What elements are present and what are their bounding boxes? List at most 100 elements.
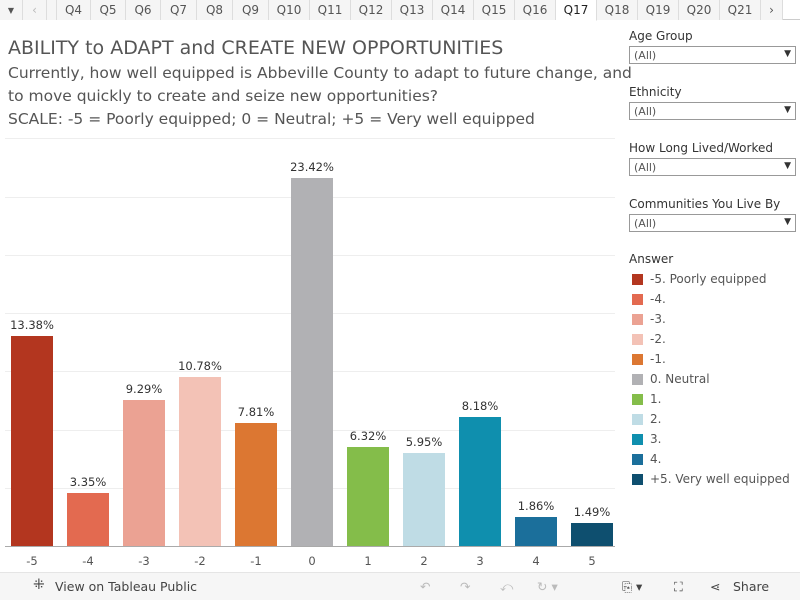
tab-q14[interactable]: Q14 bbox=[433, 0, 474, 20]
x-tick-label: 3 bbox=[476, 554, 484, 568]
share-icon[interactable]: ⋖ bbox=[710, 579, 721, 594]
tab-q13[interactable]: Q13 bbox=[392, 0, 433, 20]
filter-label: Ethnicity bbox=[629, 85, 682, 99]
bar--1[interactable] bbox=[235, 423, 277, 546]
redo-icon[interactable]: ↷ bbox=[460, 579, 471, 594]
tab-q21[interactable]: Q21 bbox=[720, 0, 761, 20]
data-label: 3.35% bbox=[69, 475, 107, 490]
refresh-icon[interactable]: ↻ ▾ bbox=[537, 579, 558, 594]
data-label: 8.18% bbox=[461, 399, 499, 414]
filter-dropdown[interactable]: (All) ▼ bbox=[629, 158, 796, 176]
legend-swatch bbox=[632, 333, 643, 345]
bar-2[interactable] bbox=[403, 452, 445, 546]
legend-title: Answer bbox=[629, 252, 674, 266]
tab-scroll-right[interactable]: › bbox=[761, 0, 783, 20]
bar-5[interactable] bbox=[571, 522, 613, 546]
legend-item[interactable]: -4. bbox=[632, 292, 666, 306]
bar-4[interactable] bbox=[515, 516, 557, 546]
legend-item[interactable]: 1. bbox=[632, 392, 661, 406]
legend-item[interactable]: 2. bbox=[632, 412, 661, 426]
tab-scroll-left[interactable]: ‹ bbox=[23, 0, 47, 20]
tab-q8[interactable]: Q8 bbox=[197, 0, 233, 20]
legend-swatch bbox=[632, 353, 643, 365]
revert-icon[interactable]: ⤺ bbox=[500, 579, 514, 594]
bar--2[interactable] bbox=[179, 376, 221, 546]
bar--3[interactable] bbox=[123, 400, 165, 546]
x-tick-label: 0 bbox=[308, 554, 316, 568]
bar--5[interactable] bbox=[11, 335, 53, 546]
tab-q4[interactable]: Q4 bbox=[57, 0, 91, 20]
sheet-tabs: ▼ ‹ Q4 Q5 Q6 Q7 Q8 Q9 Q10 Q11 Q12 Q13 Q14 Q15 Q16 Q17 Q1… bbox=[0, 0, 800, 21]
legend-label: -4. bbox=[650, 292, 666, 306]
filter-dropdown[interactable]: (All) ▼ bbox=[629, 102, 796, 120]
bar--4[interactable] bbox=[67, 493, 109, 546]
data-label: 10.78% bbox=[178, 358, 222, 373]
legend-item[interactable]: +5. Very well equipped bbox=[632, 472, 790, 486]
filter-dropdown[interactable]: (All) ▼ bbox=[629, 214, 796, 232]
tab-q6[interactable]: Q6 bbox=[126, 0, 161, 20]
data-label: 6.32% bbox=[349, 428, 387, 443]
tab-q7[interactable]: Q7 bbox=[161, 0, 197, 20]
legend-swatch bbox=[632, 473, 643, 485]
legend-swatch bbox=[632, 293, 643, 305]
legend-label: 3. bbox=[650, 432, 662, 446]
tab-q15[interactable]: Q15 bbox=[474, 0, 515, 20]
tab-q16[interactable]: Q16 bbox=[515, 0, 556, 20]
tab-q19[interactable]: Q19 bbox=[638, 0, 679, 20]
view-on-tableau-link[interactable]: View on Tableau Public bbox=[55, 579, 198, 594]
legend-item[interactable]: 0. Neutral bbox=[632, 372, 710, 386]
x-tick-label: -2 bbox=[194, 554, 206, 568]
tab-q11[interactable]: Q11 bbox=[310, 0, 351, 20]
x-tick-label: -4 bbox=[82, 554, 94, 568]
legend-swatch bbox=[632, 433, 643, 445]
legend-item[interactable]: -5. Poorly equipped bbox=[632, 272, 766, 286]
x-tick-label: 2 bbox=[420, 554, 428, 568]
scale-text: SCALE: -5 = Poorly equipped; 0 = Neutral… bbox=[8, 110, 535, 128]
undo-icon[interactable]: ↶ bbox=[420, 579, 431, 594]
legend-label: 1. bbox=[650, 392, 662, 406]
legend-item[interactable]: 3. bbox=[632, 432, 661, 446]
filter-dropdown[interactable]: (All) ▼ bbox=[629, 46, 796, 64]
bar-3[interactable] bbox=[459, 417, 501, 546]
tab-q18[interactable]: Q18 bbox=[597, 0, 638, 20]
filter-label: How Long Lived/Worked bbox=[629, 141, 773, 155]
data-label: 7.81% bbox=[237, 405, 275, 420]
x-tick-label: -1 bbox=[250, 554, 262, 568]
tab-spacer bbox=[47, 0, 57, 20]
legend-label: -2. bbox=[650, 332, 666, 346]
legend-label: 4. bbox=[650, 452, 662, 466]
data-label: 1.49% bbox=[573, 504, 611, 519]
data-label: 5.95% bbox=[405, 434, 443, 449]
chevron-down-icon: ▼ bbox=[784, 217, 791, 227]
filter-value: (All) bbox=[634, 49, 657, 62]
fullscreen-icon[interactable]: ⛶ bbox=[674, 579, 683, 594]
bar-0[interactable] bbox=[291, 178, 333, 546]
toolbar: ⁜ View on Tableau Public ↶ ↷ ⤺ ↻ ▾ ⎘ ▾ ⛶… bbox=[0, 572, 800, 600]
data-label: 23.42% bbox=[290, 160, 334, 174]
question-line-1: Currently, how well equipped is Abbevill… bbox=[8, 64, 632, 82]
data-label: 9.29% bbox=[125, 382, 163, 397]
legend-swatch bbox=[632, 313, 643, 325]
share-button[interactable]: Share bbox=[733, 579, 770, 594]
x-axis bbox=[5, 546, 615, 547]
tab-menu-button[interactable]: ▼ bbox=[0, 0, 23, 20]
tableau-logo-icon: ⁜ bbox=[33, 577, 45, 593]
legend-label: 2. bbox=[650, 412, 662, 426]
tab-q9[interactable]: Q9 bbox=[233, 0, 269, 20]
legend-item[interactable]: -2. bbox=[632, 332, 666, 346]
legend-swatch bbox=[632, 413, 643, 425]
bar-1[interactable] bbox=[347, 446, 389, 546]
tab-q5[interactable]: Q5 bbox=[91, 0, 126, 20]
tab-q10[interactable]: Q10 bbox=[269, 0, 310, 20]
chevron-down-icon: ▼ bbox=[784, 105, 791, 115]
legend-item[interactable]: -1. bbox=[632, 352, 666, 366]
download-icon[interactable]: ⎘ ▾ bbox=[622, 579, 643, 594]
tab-q12[interactable]: Q12 bbox=[351, 0, 392, 20]
tab-q20[interactable]: Q20 bbox=[679, 0, 720, 20]
legend-item[interactable]: -3. bbox=[632, 312, 666, 326]
filter-label: Age Group bbox=[629, 29, 693, 43]
filter-label: Communities You Live By bbox=[629, 197, 781, 211]
legend-item[interactable]: 4. bbox=[632, 452, 661, 466]
tab-q17[interactable]: Q17 bbox=[556, 0, 597, 21]
filter-value: (All) bbox=[634, 161, 657, 174]
